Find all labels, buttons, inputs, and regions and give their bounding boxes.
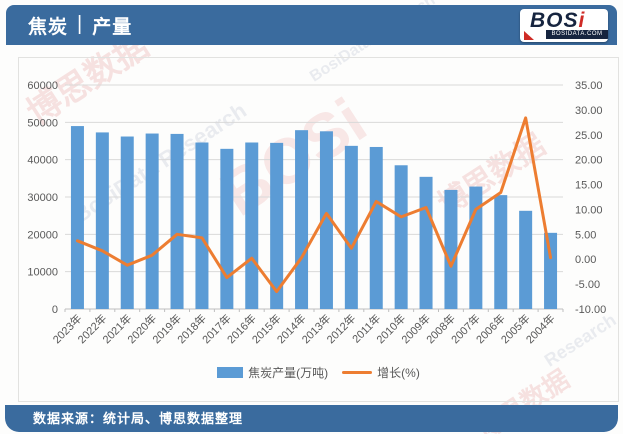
svg-text:5.00: 5.00 xyxy=(575,229,596,241)
svg-text:60000: 60000 xyxy=(27,80,58,92)
svg-text:15.00: 15.00 xyxy=(575,180,603,192)
legend-bar-label: 焦炭产量(万吨) xyxy=(248,366,329,380)
logo-wordmark: BOSi xyxy=(530,9,586,32)
title-separator: | xyxy=(77,12,84,35)
svg-text:-5.00: -5.00 xyxy=(575,279,600,291)
svg-text:0.00: 0.00 xyxy=(575,254,596,266)
title-left: 焦炭 xyxy=(28,16,69,38)
svg-text:20000: 20000 xyxy=(27,229,58,241)
svg-text:30000: 30000 xyxy=(27,192,58,204)
svg-text:0: 0 xyxy=(52,304,58,316)
legend-bar-swatch xyxy=(217,367,244,378)
page-title: 焦炭 | 产量 xyxy=(6,12,132,39)
legend-item-production: 焦炭产量(万吨) xyxy=(217,364,328,381)
svg-text:25.00: 25.00 xyxy=(575,130,603,142)
chart-legend: 焦炭产量(万吨) 增长(%) xyxy=(19,364,618,381)
chart-panel: 0 10000 20000 30000 40000 50000 60000 -10.00 -5.… xyxy=(18,57,619,402)
logo-triangle-icon xyxy=(524,31,534,40)
logo-domain: BOSIDATA.COM xyxy=(546,30,608,39)
combo-chart: 0 10000 20000 30000 40000 50000 60000 -10.00 -5.… xyxy=(19,58,618,365)
footer-banner: 数据来源：统计局、博思数据整理 xyxy=(5,405,618,432)
legend-line-label: 增长(%) xyxy=(377,366,420,380)
svg-text:30.00: 30.00 xyxy=(575,105,603,117)
legend-line-swatch xyxy=(342,371,373,374)
svg-text:35.00: 35.00 xyxy=(575,80,603,92)
svg-text:-10.00: -10.00 xyxy=(575,304,606,316)
header-banner: 焦炭 | 产量 BOSi BOSIDATA.COM xyxy=(6,5,617,45)
svg-text:10.00: 10.00 xyxy=(575,204,603,216)
svg-text:40000: 40000 xyxy=(27,155,58,167)
data-source-text: 数据来源：统计局、博思数据整理 xyxy=(33,411,244,426)
svg-text:10000: 10000 xyxy=(27,267,58,279)
svg-text:20.00: 20.00 xyxy=(575,155,603,167)
bosi-logo: BOSi BOSIDATA.COM xyxy=(520,9,608,42)
title-right: 产量 xyxy=(92,16,133,38)
svg-text:50000: 50000 xyxy=(27,117,58,129)
legend-item-growth: 增长(%) xyxy=(342,364,420,381)
